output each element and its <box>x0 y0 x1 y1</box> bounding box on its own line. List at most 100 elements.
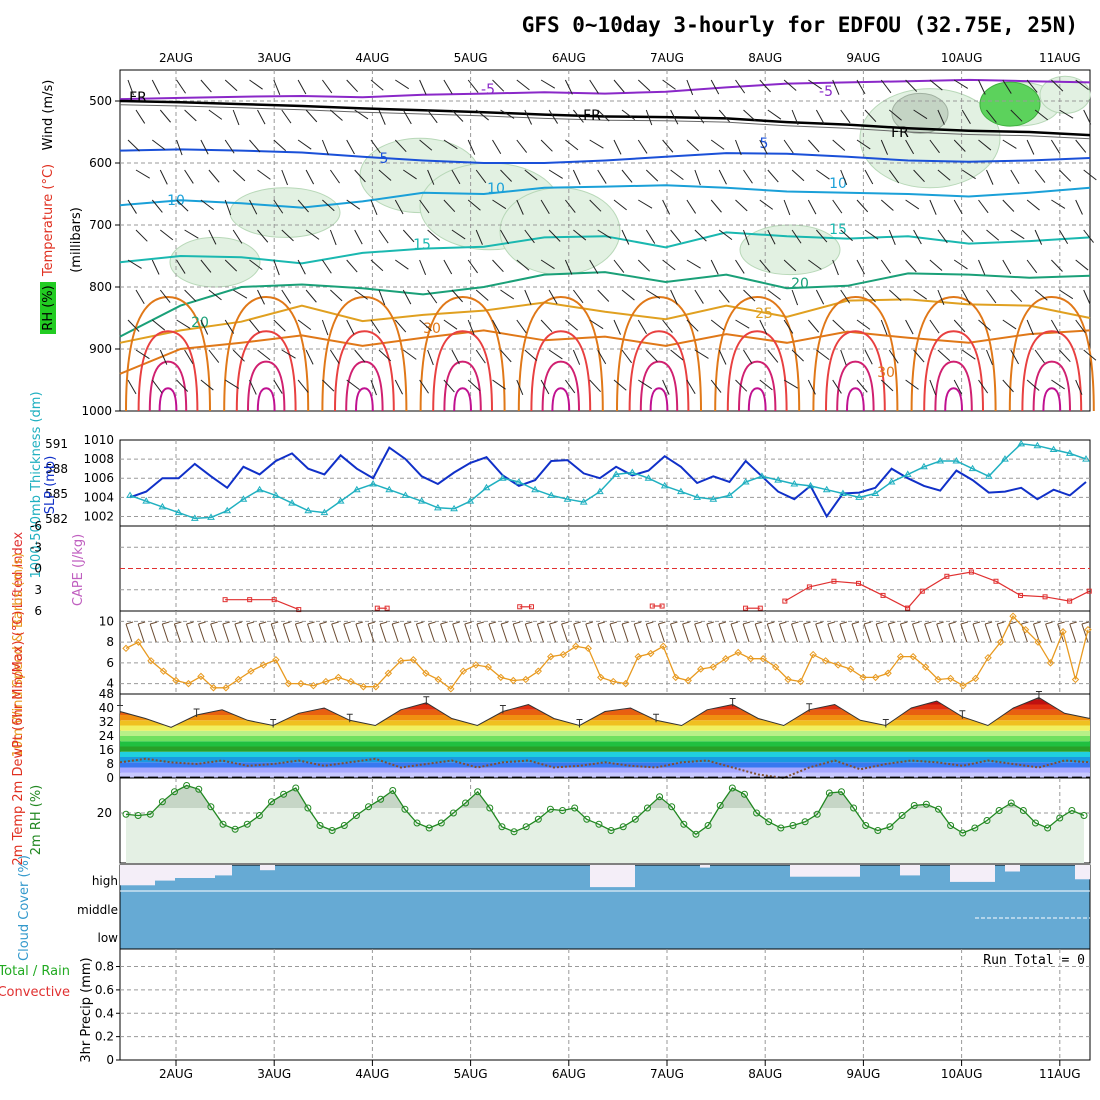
wind-grid <box>120 611 1090 694</box>
wind10m-barb-flag <box>912 621 920 625</box>
wind-barb <box>929 139 940 154</box>
wind10m-barb <box>657 623 665 643</box>
wind-barb <box>451 169 461 185</box>
wind10m-barb-flag <box>198 621 206 625</box>
thickness-marker <box>1001 455 1009 462</box>
wind10m-marker <box>809 650 817 659</box>
thickness-marker <box>887 478 896 485</box>
wind10m-barb-flag <box>186 621 194 625</box>
wind10m-barb <box>803 623 811 643</box>
rh-marker <box>983 817 991 824</box>
wind-barb <box>937 109 945 125</box>
wind10m-marker <box>709 663 717 671</box>
temp-band <box>120 720 1090 726</box>
temp-band-top <box>120 697 1090 700</box>
wind-barb <box>864 349 873 365</box>
upper-air-frame <box>119 69 1091 412</box>
wind-barb <box>249 139 261 153</box>
wind-barb <box>395 79 409 90</box>
wind-barb <box>524 229 535 244</box>
wind-barb <box>888 229 896 246</box>
y-tick-label-slp: 1002 <box>83 509 114 523</box>
wind-barb <box>208 109 223 120</box>
contour-line <box>119 148 1091 164</box>
wind-barb <box>832 79 840 95</box>
wind-barb <box>565 199 576 213</box>
wind-barb <box>1002 259 1012 275</box>
thickness-marker <box>709 495 718 502</box>
thickness-marker <box>612 470 620 477</box>
wind10m-barb-flag <box>1069 621 1077 625</box>
x-tick-label-top: 6AUG <box>552 51 586 65</box>
wind-barb <box>815 109 825 125</box>
wind10m-barb <box>827 623 835 643</box>
rh-marker <box>316 822 324 829</box>
wind10m-marker <box>297 679 305 688</box>
wind-barb <box>840 349 847 366</box>
cloud-gap <box>175 865 215 878</box>
y-tick-label: 3 <box>34 583 42 597</box>
wind10m-barb <box>621 623 629 643</box>
x-tick-label-bottom: 8AUG <box>748 1067 782 1081</box>
wind-barb <box>135 229 148 242</box>
wind10m-barb-flag <box>1033 621 1041 625</box>
wind10m-marker <box>322 677 330 686</box>
wind-barb <box>832 379 842 394</box>
wind10m-barb <box>258 623 266 643</box>
wind-barb <box>548 169 563 179</box>
upper-air-grid <box>120 70 1091 411</box>
wind-barb <box>589 139 604 149</box>
li-marker <box>374 605 380 611</box>
wind-barb <box>913 289 927 300</box>
rh-marker <box>595 820 603 828</box>
wind10m-barb-flag <box>537 621 545 625</box>
rh-marker <box>474 788 482 796</box>
wind-barb <box>1083 229 1094 243</box>
wind10m-marker <box>859 673 867 682</box>
wind10m-marker <box>509 676 518 685</box>
wind-barb <box>832 199 843 214</box>
wind10m-marker <box>572 642 580 650</box>
rh-marker <box>559 807 567 814</box>
cloud-level-label: low <box>98 931 119 945</box>
wind10m-barb-flag <box>1021 621 1029 625</box>
wind10m-barb-flag <box>609 621 618 625</box>
wind-barb <box>718 289 730 303</box>
wind-barb <box>662 319 673 333</box>
cloud-gap <box>155 865 175 881</box>
cloud-level-label: high <box>92 874 118 888</box>
wind-barb <box>953 319 966 333</box>
cloud-gap <box>215 865 232 876</box>
wind10m-marker <box>447 685 455 693</box>
chart-title: GFS 0~10day 3-hourly for EDFOU (32.75E, … <box>522 13 1078 37</box>
wind-barb <box>403 169 417 180</box>
x-tick-label-top: 2AUG <box>159 51 193 65</box>
wind-barb <box>986 109 997 123</box>
rh-marker <box>280 790 288 798</box>
wind10m-barb-flag <box>827 621 835 625</box>
wind-barb <box>694 169 701 186</box>
wind-barb <box>645 349 658 362</box>
wind-barb <box>791 289 799 306</box>
wind10m-barb <box>367 623 375 643</box>
y-tick-label: 0.6 <box>95 983 114 997</box>
wind-barb <box>427 109 438 124</box>
wind-barb <box>354 349 366 363</box>
wind-barb <box>346 199 361 210</box>
y-tick-label: 6 <box>34 604 42 618</box>
upper-air-legend-temp: Temperature (°C) <box>41 164 56 277</box>
wind-barb <box>224 139 235 154</box>
li-marker <box>517 604 523 610</box>
surface-temp-contour <box>649 387 669 412</box>
surface-temp-contour <box>846 387 865 412</box>
rh-marker <box>728 784 736 792</box>
wind-barb <box>759 379 773 391</box>
wind-barb <box>1050 139 1061 154</box>
wind10m-marker <box>334 673 343 682</box>
wind10m-barb-flag <box>1081 621 1090 625</box>
wind10m-marker <box>909 652 917 661</box>
rh-marker <box>449 809 457 817</box>
wind-barb <box>929 79 943 91</box>
wind10m-barb-flag <box>246 621 255 625</box>
wind-barb <box>540 259 555 270</box>
